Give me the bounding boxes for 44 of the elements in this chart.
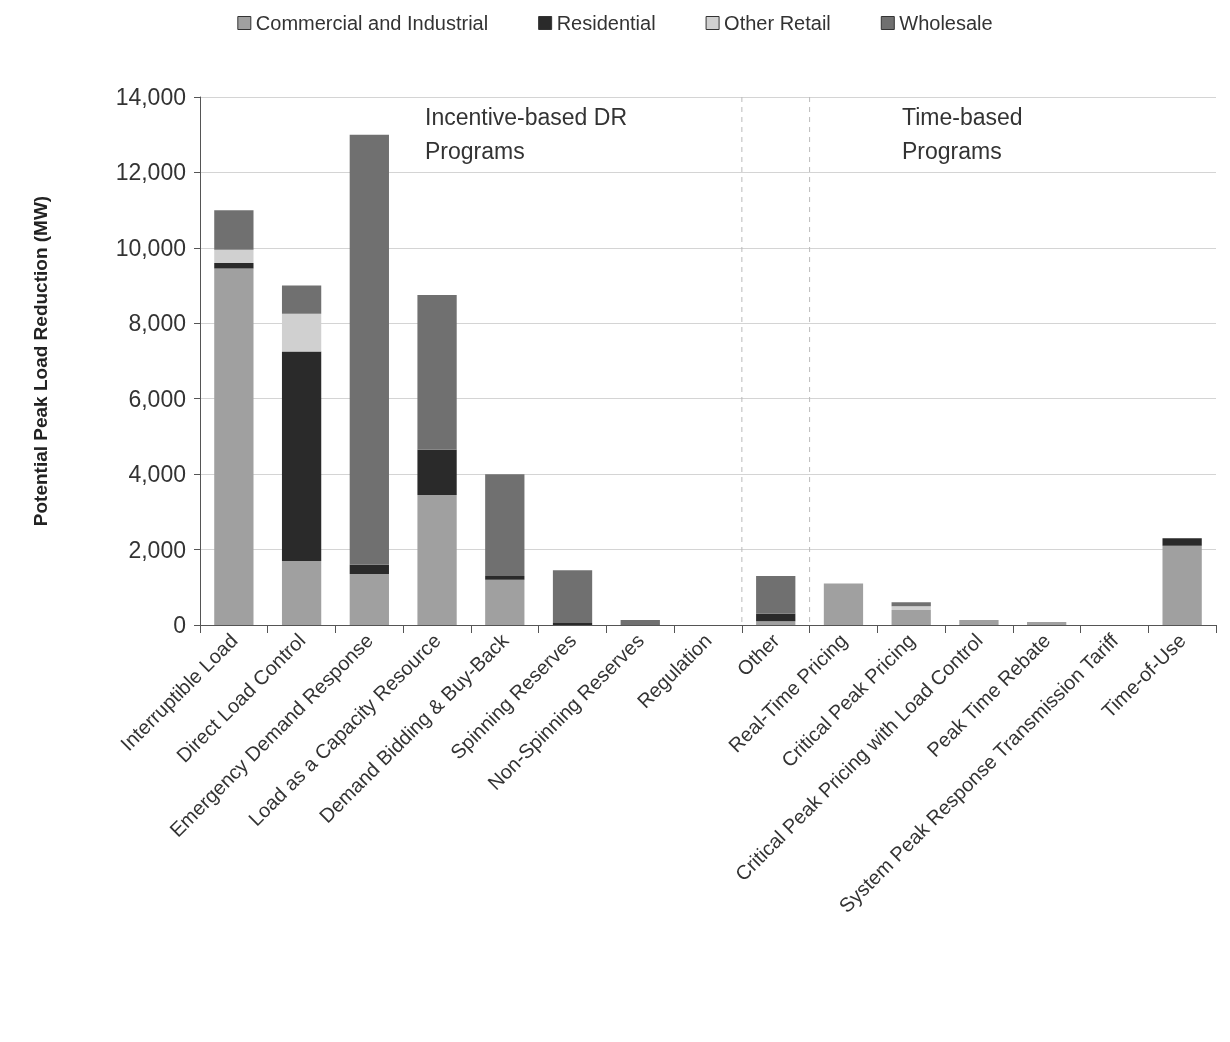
bar xyxy=(349,564,389,575)
bar xyxy=(756,621,796,625)
annotation: Time-based Programs xyxy=(902,104,1029,164)
legend-label: Commercial and Industrial xyxy=(255,12,489,34)
bar xyxy=(281,560,322,625)
y-axis-title: Potential Peak Load Reduction (MW) xyxy=(30,195,51,527)
bar xyxy=(485,579,525,625)
bar xyxy=(214,268,254,625)
bar xyxy=(214,262,254,269)
legend-label: Wholesale xyxy=(899,12,993,34)
bar xyxy=(349,134,389,565)
bar xyxy=(620,620,660,625)
bar xyxy=(552,570,593,624)
bar xyxy=(891,606,931,610)
bar xyxy=(756,575,796,614)
y-tick-label: 0 xyxy=(173,612,186,638)
bar xyxy=(281,285,322,314)
y-tick-label: 12,000 xyxy=(115,159,186,186)
y-tick-label: 2,000 xyxy=(128,536,186,563)
bar xyxy=(485,474,525,576)
bar xyxy=(349,574,389,625)
bar xyxy=(1162,545,1202,625)
bar xyxy=(214,210,254,250)
bar xyxy=(823,583,864,625)
y-tick-label: 14,000 xyxy=(115,84,186,110)
y-tick-label: 10,000 xyxy=(115,234,186,261)
bar xyxy=(756,613,796,622)
bar xyxy=(891,609,931,625)
bar xyxy=(417,295,457,450)
bar xyxy=(959,620,999,625)
y-tick-label: 6,000 xyxy=(128,385,186,412)
bar xyxy=(417,494,457,625)
bar xyxy=(214,249,254,263)
annotation: Incentive-based DR Programs xyxy=(425,104,634,164)
y-tick-label: 4,000 xyxy=(128,461,186,488)
legend-label: Residential xyxy=(556,12,656,34)
y-tick-label: 8,000 xyxy=(128,310,186,337)
legend-label: Other Retail xyxy=(724,12,831,34)
bar xyxy=(485,575,525,580)
bar xyxy=(417,449,457,495)
bar xyxy=(1027,621,1067,625)
bar xyxy=(891,602,931,607)
bar xyxy=(281,351,322,561)
bar xyxy=(1162,538,1202,546)
